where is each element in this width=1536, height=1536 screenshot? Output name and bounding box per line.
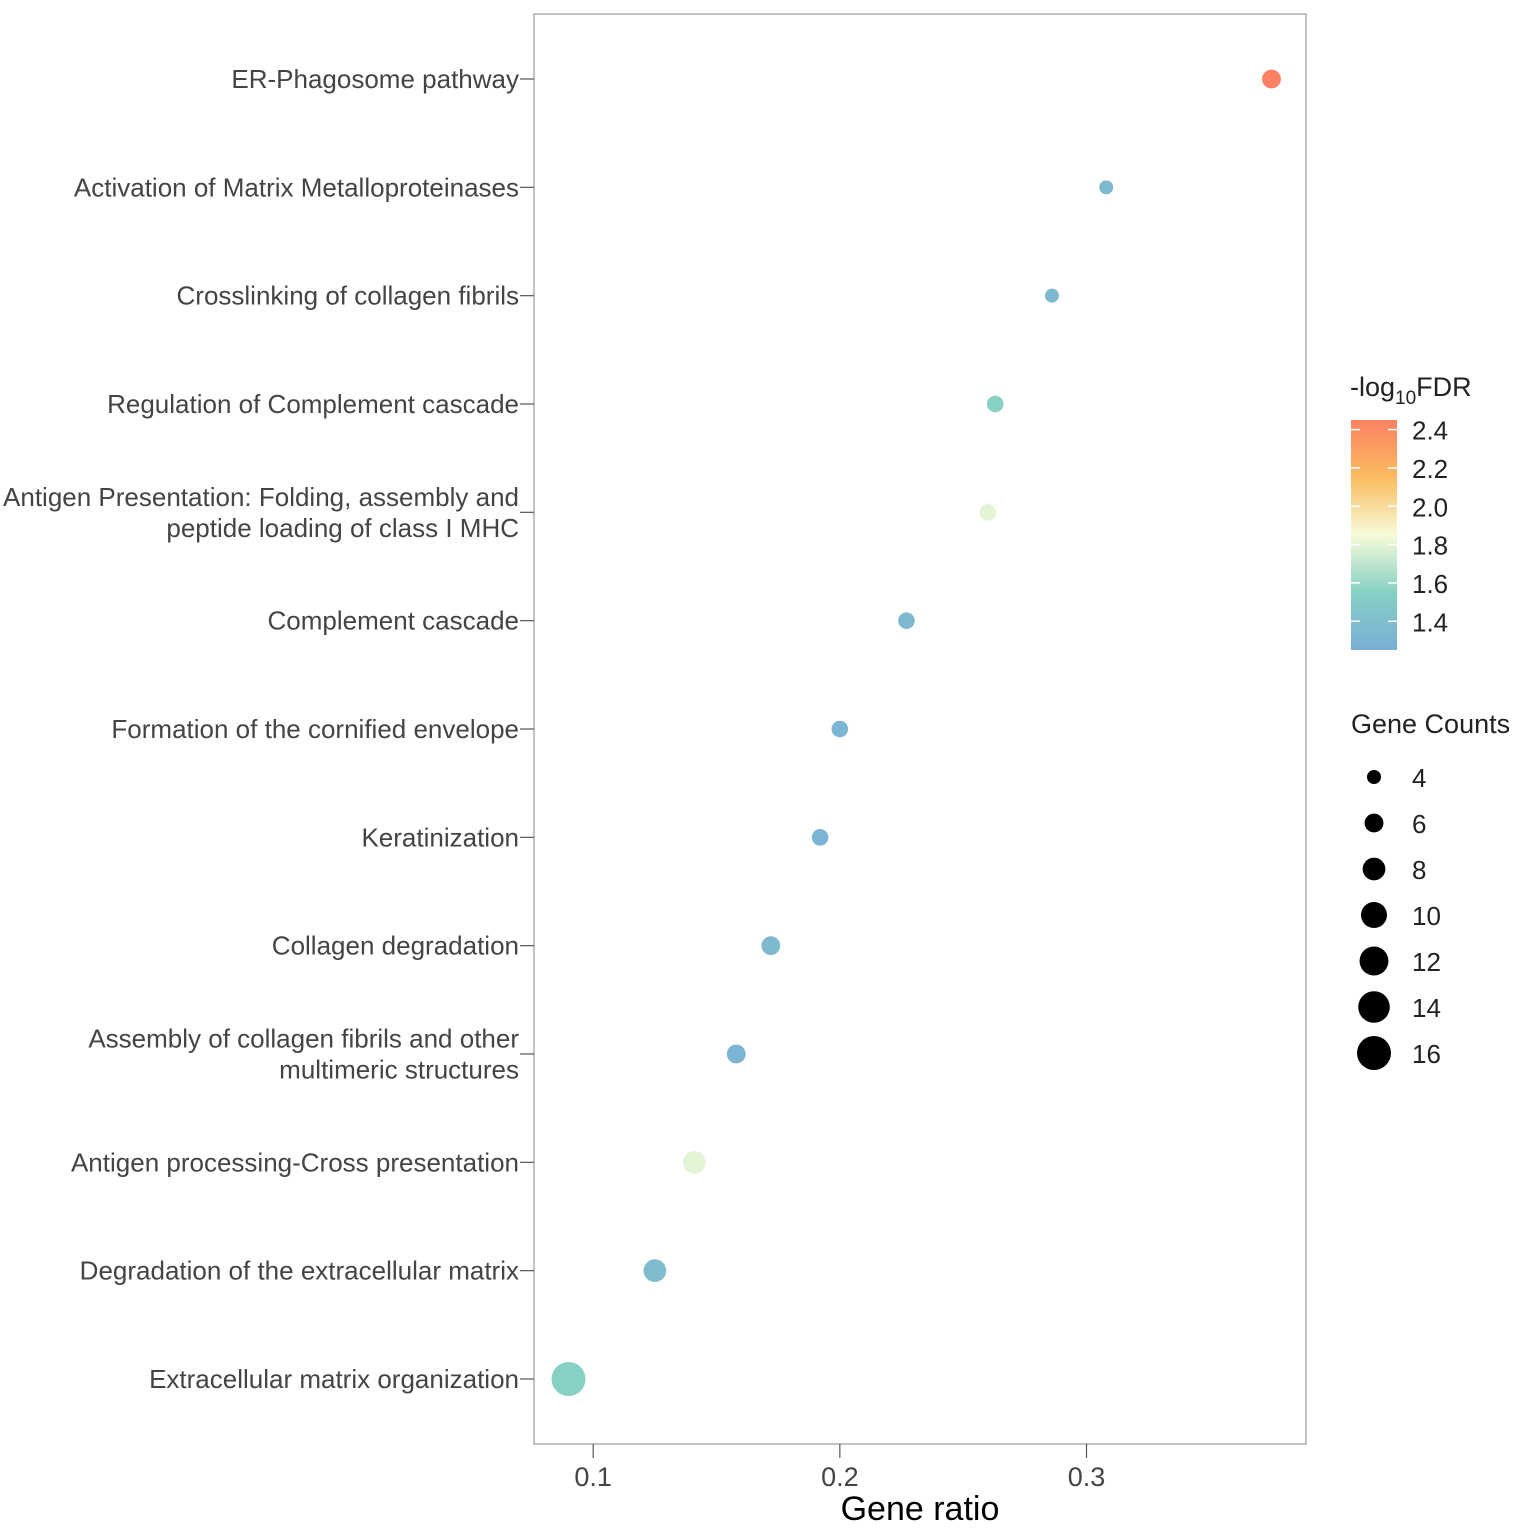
size-legend-label: 12: [1412, 947, 1441, 977]
y-axis: ER-Phagosome pathway Activation of Matrix…: [3, 64, 534, 1394]
size-legend-label: 4: [1412, 763, 1426, 793]
data-point: [1262, 69, 1281, 89]
size-legend-key: [1361, 902, 1387, 928]
x-axis-title: Gene ratio: [841, 1490, 1000, 1528]
plot-panel: [533, 13, 1307, 1445]
size-legend-label: 6: [1412, 809, 1426, 839]
data-point: [551, 1362, 586, 1396]
y-tick-label: Collagen degradation: [272, 931, 519, 961]
size-legend-key: [1362, 857, 1386, 881]
size-legend-key: [1364, 813, 1384, 833]
size-legend-title: Gene Counts: [1351, 709, 1510, 739]
color-bar: [1351, 420, 1397, 650]
size-legend-key: [1357, 1036, 1391, 1070]
y-tick-label: Formation of the cornified envelope: [111, 714, 519, 744]
y-tick-label: Degradation of the extracellular matrix: [80, 1256, 519, 1286]
x-tick-label: 0.1: [574, 1462, 612, 1492]
y-tick-label: ER-Phagosome pathway: [231, 64, 519, 94]
color-bar-ticks: 1.4 1.6 1.8 2.0 2.2 2.4: [1351, 416, 1448, 637]
data-point: [761, 936, 781, 956]
size-legend-key: [1367, 770, 1381, 784]
y-tick-label: peptide loading of class I MHC: [166, 513, 519, 543]
color-bar-label: 1.4: [1412, 607, 1448, 637]
color-bar-label: 2.0: [1412, 492, 1448, 522]
x-tick-label: 0.3: [1068, 1462, 1106, 1492]
data-point: [1044, 288, 1059, 303]
y-tick-label: Assembly of collagen fibrils and other: [88, 1024, 519, 1054]
color-bar-label: 2.4: [1412, 416, 1448, 446]
x-axis: 0.1 0.2 0.3: [574, 1444, 1105, 1492]
x-tick-label: 0.2: [821, 1462, 859, 1492]
size-legend-key: [1358, 991, 1390, 1023]
y-tick-label: Complement cascade: [268, 606, 519, 636]
data-point: [811, 829, 829, 846]
data-point: [726, 1044, 746, 1064]
color-bar-label: 1.8: [1412, 531, 1448, 561]
data-point: [682, 1150, 706, 1174]
y-tick-label: Extracellular matrix organization: [149, 1364, 519, 1394]
color-legend: -log10FDR 1.4 1.6 1.8 2.0 2.2 2.4: [1350, 372, 1472, 650]
color-bar-label: 2.2: [1412, 454, 1448, 484]
data-point: [831, 720, 849, 738]
y-tick-label: Antigen Presentation: Folding, assembly …: [3, 482, 519, 512]
size-legend-label: 16: [1412, 1039, 1441, 1069]
color-bar-label: 1.6: [1412, 569, 1448, 599]
y-tick-label: Antigen processing-Cross presentation: [71, 1147, 519, 1177]
color-legend-title: -log10FDR: [1350, 372, 1472, 409]
y-tick-label: Activation of Matrix Metalloproteinases: [74, 172, 519, 202]
size-legend-label: 8: [1412, 855, 1426, 885]
y-tick-label: Regulation of Complement cascade: [107, 389, 519, 419]
size-legend-label: 14: [1412, 993, 1441, 1023]
size-legend: Gene Counts 4 6 8 10 12 14 16: [1351, 709, 1510, 1070]
size-legend-key: [1359, 946, 1389, 976]
data-point: [643, 1259, 667, 1283]
data-point: [1099, 180, 1114, 195]
data-points: [551, 69, 1281, 1396]
data-point: [986, 395, 1004, 413]
size-legend-label: 10: [1412, 901, 1441, 931]
data-point: [898, 612, 915, 629]
data-point: [979, 504, 997, 521]
y-tick-label: Keratinization: [361, 822, 519, 852]
y-tick-label: Crosslinking of collagen fibrils: [177, 281, 519, 311]
size-legend-keys: 4 6 8 10 12 14 16: [1357, 763, 1441, 1070]
y-tick-label: multimeric structures: [279, 1055, 519, 1085]
